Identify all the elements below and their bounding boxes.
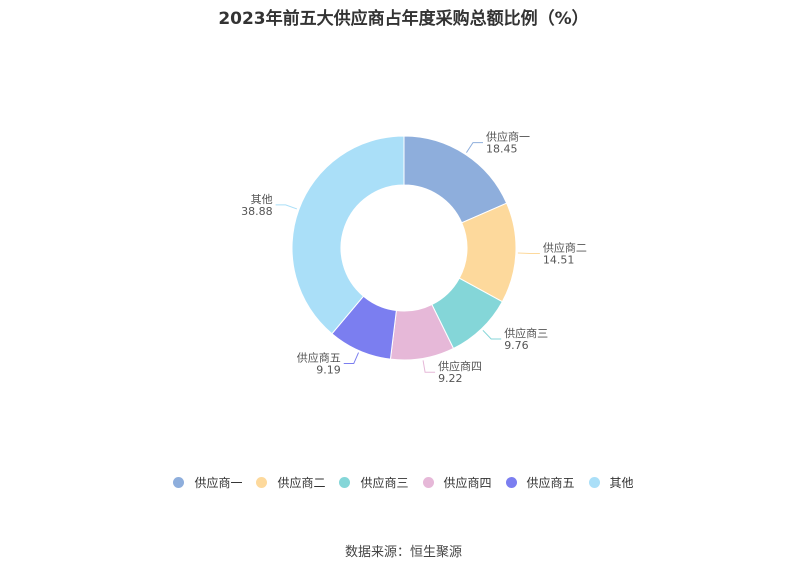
data-source: 数据来源：恒生聚源 [344, 545, 462, 560]
legend-label: 供应商一 [194, 476, 243, 490]
slice-label-value-4: 9.22 [438, 372, 463, 385]
slice-6[interactable] [291, 135, 405, 335]
slice-label-value-3: 9.76 [504, 339, 529, 352]
legend-marker [339, 477, 351, 488]
legend-item-1[interactable]: 供应商一 [173, 474, 242, 491]
legend-marker [173, 477, 185, 488]
legend-label: 供应商三 [360, 476, 409, 490]
leader-lines [275, 142, 540, 373]
legend-label: 供应商四 [443, 476, 492, 490]
slice-label-name-1: 供应商一 [486, 130, 530, 144]
legend-item-6[interactable]: 其他 [588, 474, 634, 491]
chart-title: 2023年前五大供应商占年度采购总额比例（%） [218, 9, 589, 29]
legend-marker [505, 477, 517, 488]
slice-label-name-6: 其他 [251, 193, 273, 206]
leader-line-1 [466, 142, 484, 153]
leader-line-4 [422, 360, 436, 373]
leader-line-6 [275, 204, 298, 210]
legend-item-3[interactable]: 供应商三 [339, 474, 409, 491]
slice-label-name-4: 供应商四 [438, 359, 482, 373]
leader-line-2 [517, 252, 540, 255]
leader-line-3 [482, 329, 502, 340]
legend-marker [588, 477, 600, 488]
slice-label-value-1: 18.45 [486, 143, 518, 156]
legend-item-2[interactable]: 供应商二 [256, 474, 325, 491]
legend-marker [256, 477, 268, 488]
legend: 供应商一 供应商二 供应商三 供应商四 供应商五 其他 [0, 474, 807, 491]
slice-label-value-2: 14.51 [543, 254, 575, 267]
slice-label-name-3: 供应商三 [504, 326, 548, 340]
legend-label: 其他 [609, 476, 634, 490]
slice-label-value-6: 38.88 [241, 205, 273, 218]
slice-label-name-2: 供应商二 [543, 241, 587, 255]
slice-label-name-5: 供应商五 [297, 351, 341, 365]
legend-marker [422, 477, 434, 488]
legend-label: 供应商二 [277, 476, 326, 490]
legend-item-5[interactable]: 供应商五 [505, 474, 575, 491]
slices [291, 135, 517, 361]
legend-label: 供应商五 [526, 476, 575, 490]
slice-label-value-5: 9.19 [316, 364, 341, 377]
legend-item-4[interactable]: 供应商四 [422, 474, 492, 491]
leader-line-5 [343, 352, 359, 365]
